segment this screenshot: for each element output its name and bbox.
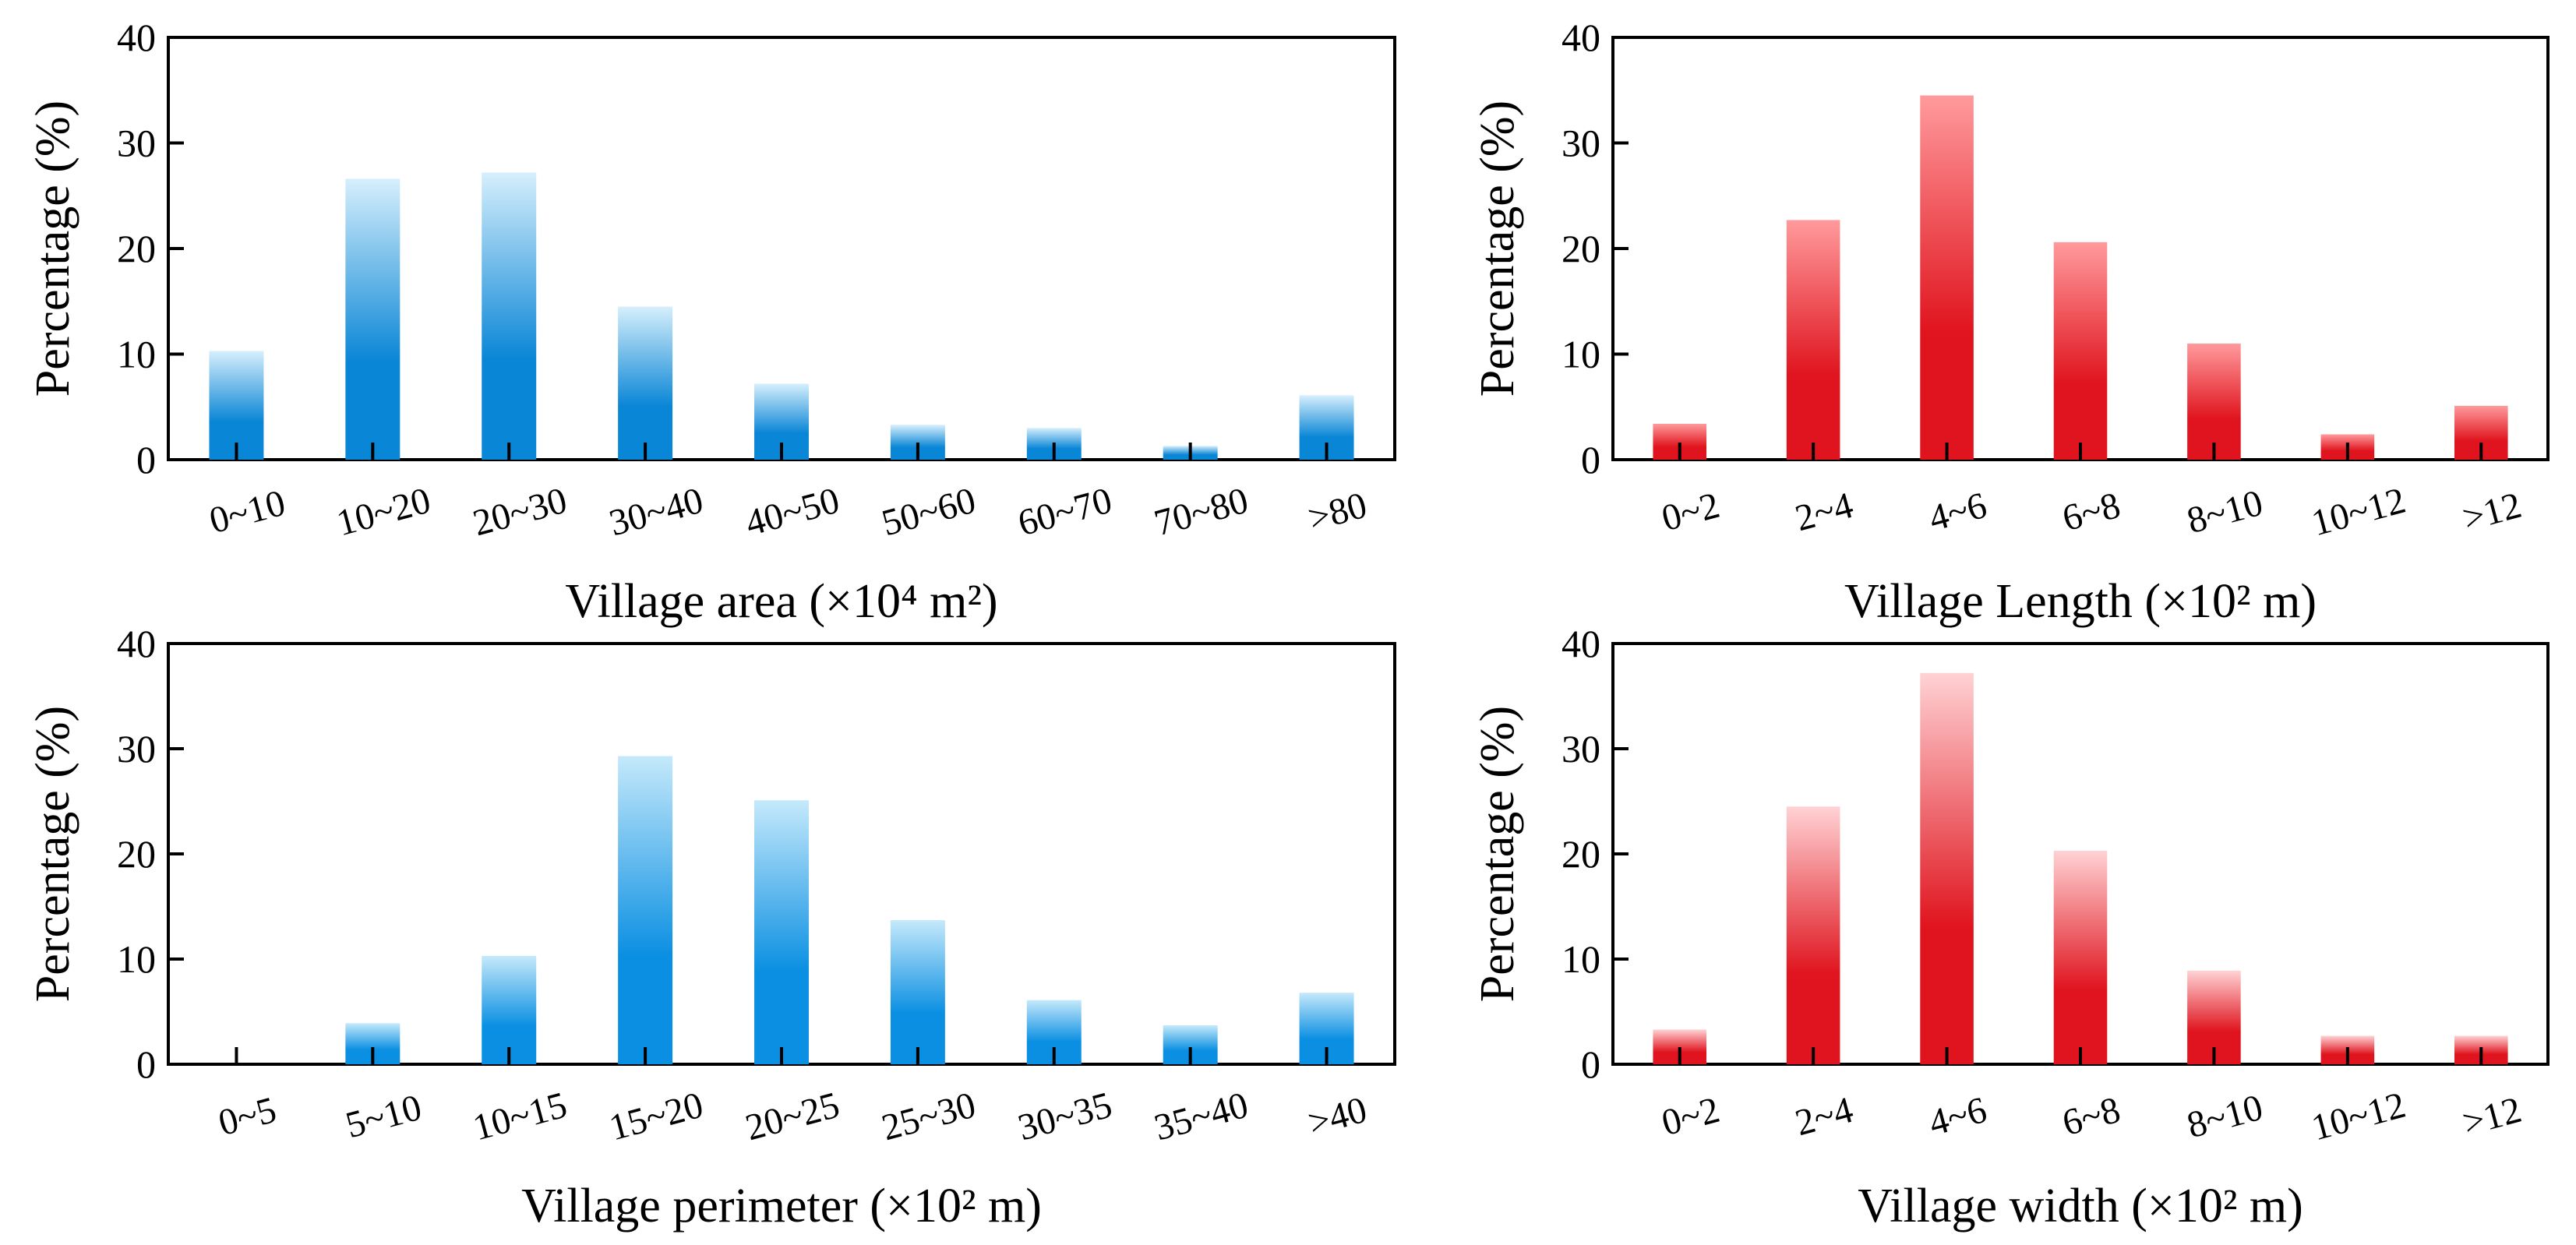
y-tick-label: 20 bbox=[117, 227, 156, 270]
bar bbox=[1786, 220, 1840, 460]
y-tick-label: 20 bbox=[117, 832, 156, 876]
bar bbox=[345, 178, 401, 460]
y-tick-label: 10 bbox=[117, 333, 156, 376]
y-tick-label: 20 bbox=[1561, 832, 1600, 876]
bar bbox=[482, 955, 537, 1064]
x-axis-label: Village width (×10² m) bbox=[1858, 1180, 2303, 1233]
x-tick-label: 25~30 bbox=[877, 1085, 980, 1149]
x-tick-label: 15~20 bbox=[605, 1085, 708, 1149]
y-tick-label: 30 bbox=[1561, 727, 1600, 771]
y-tick-label: 40 bbox=[1561, 622, 1600, 665]
y-tick-label: 10 bbox=[117, 937, 156, 981]
x-tick-label: 35~40 bbox=[1150, 1085, 1253, 1149]
y-axis-label: Percentage (%) bbox=[1471, 706, 1524, 1002]
bar bbox=[482, 172, 537, 460]
x-tick-label: 0~2 bbox=[1657, 485, 1724, 539]
bar bbox=[618, 306, 673, 460]
panel-village-length: 0 10 20 30 40 0~2 2~4 4~6 6~8 8~10 10~12 >12 Perce… bbox=[1471, 16, 2550, 628]
x-axis-label: Village perimeter (×10² m) bbox=[521, 1180, 1042, 1233]
x-tick-label: 4~6 bbox=[1925, 1089, 1991, 1144]
x-tick-label: 10~12 bbox=[2307, 480, 2410, 545]
bar bbox=[890, 920, 945, 1064]
y-tick-label: 40 bbox=[1561, 16, 1600, 59]
x-tick-label: 8~10 bbox=[2183, 482, 2267, 542]
y-tick-label: 40 bbox=[117, 16, 156, 59]
x-tick-label: 40~50 bbox=[741, 480, 844, 545]
x-tick-label: 10~12 bbox=[2307, 1085, 2410, 1149]
y-axis-label: Percentage (%) bbox=[26, 706, 79, 1002]
x-tick-label: 50~60 bbox=[877, 480, 980, 545]
bar bbox=[2053, 850, 2108, 1064]
x-tick-label: 10~20 bbox=[333, 480, 436, 545]
bar bbox=[209, 351, 264, 460]
x-tick-label: 20~30 bbox=[468, 480, 571, 545]
x-tick-label: 5~10 bbox=[341, 1087, 425, 1147]
x-tick-label: 30~40 bbox=[605, 480, 708, 545]
x-tick-label: 6~8 bbox=[2058, 485, 2124, 539]
x-tick-label: 70~80 bbox=[1150, 480, 1253, 545]
x-tick-label: 0~5 bbox=[214, 1089, 281, 1144]
x-tick-label: 6~8 bbox=[2058, 1089, 2124, 1144]
bar bbox=[618, 756, 673, 1064]
panel-village-width: 0 10 20 30 40 0~2 2~4 4~6 6~8 8~10 10~12 >12 Perce… bbox=[1471, 622, 2550, 1233]
y-tick-label: 20 bbox=[1561, 227, 1600, 270]
x-axis-label: Village Length (×10² m) bbox=[1844, 575, 2317, 628]
bar bbox=[1786, 806, 1840, 1064]
y-tick-label: 0 bbox=[136, 1042, 156, 1086]
x-tick-label: >80 bbox=[1304, 485, 1371, 540]
y-tick-label: 10 bbox=[1561, 937, 1600, 981]
panel-village-perimeter: 0 10 20 30 40 0~5 5~10 10~15 15~20 20~25 25~30 30~… bbox=[26, 622, 1396, 1233]
x-tick-label: >12 bbox=[2458, 485, 2525, 540]
x-tick-label: 0~2 bbox=[1657, 1089, 1724, 1144]
x-tick-label: 10~15 bbox=[468, 1085, 571, 1149]
x-tick-label: 2~4 bbox=[1791, 1089, 1858, 1144]
panel-village-area: 0 10 20 30 40 0~10 10~20 20~30 30~40 40~50 50~60 6… bbox=[26, 16, 1396, 628]
x-tick-label: 20~25 bbox=[741, 1085, 844, 1149]
x-tick-label: 2~4 bbox=[1791, 485, 1858, 539]
bar bbox=[1920, 95, 1974, 460]
x-tick-label: 8~10 bbox=[2183, 1087, 2267, 1147]
x-tick-label: 30~35 bbox=[1014, 1085, 1117, 1149]
bar bbox=[754, 800, 809, 1064]
y-tick-label: 30 bbox=[1561, 122, 1600, 165]
y-tick-label: 0 bbox=[136, 438, 156, 481]
bar bbox=[2053, 242, 2108, 460]
x-tick-label: 4~6 bbox=[1925, 485, 1991, 539]
y-tick-label: 30 bbox=[117, 122, 156, 165]
bar bbox=[1920, 672, 1974, 1064]
x-tick-label: 60~70 bbox=[1014, 480, 1117, 545]
x-tick-label: >40 bbox=[1304, 1089, 1371, 1144]
y-axis-label: Percentage (%) bbox=[26, 101, 79, 397]
y-tick-label: 0 bbox=[1581, 438, 1600, 481]
y-tick-label: 40 bbox=[117, 622, 156, 665]
y-tick-label: 0 bbox=[1581, 1042, 1600, 1086]
x-axis-label: Village area (×10⁴ m²) bbox=[565, 575, 997, 628]
x-tick-label: >12 bbox=[2458, 1089, 2525, 1144]
x-tick-label: 0~10 bbox=[205, 482, 289, 542]
y-tick-label: 30 bbox=[117, 727, 156, 771]
bar bbox=[2187, 343, 2241, 460]
y-tick-label: 10 bbox=[1561, 333, 1600, 376]
y-axis-label: Percentage (%) bbox=[1471, 101, 1524, 397]
